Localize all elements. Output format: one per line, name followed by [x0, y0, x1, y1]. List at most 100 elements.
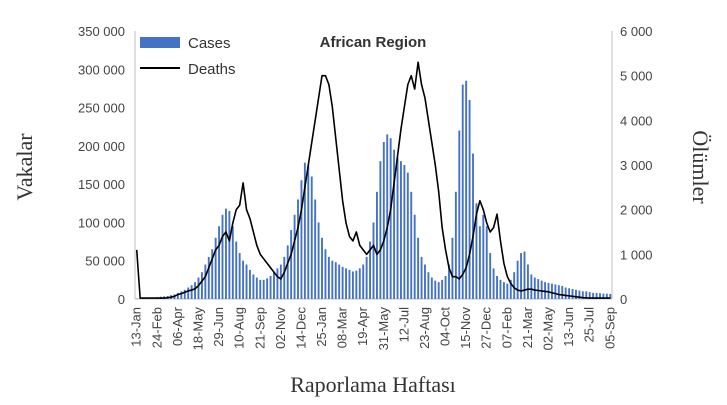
x-tick-label: 18-May — [190, 307, 205, 351]
x-tick-label: 23-Aug — [417, 307, 432, 349]
cases-bar — [187, 288, 189, 299]
x-tick-label: 15-Nov — [458, 307, 473, 349]
cases-bar — [441, 280, 443, 299]
x-tick-label: 13-Jun — [561, 307, 576, 347]
y-right-tick-label: 5 000 — [620, 69, 653, 84]
cases-bar — [194, 282, 196, 299]
cases-bar — [513, 272, 515, 299]
cases-bar — [297, 199, 299, 299]
cases-bar — [390, 138, 392, 299]
x-tick-label: 31-May — [376, 307, 391, 351]
cases-bar — [438, 282, 440, 299]
cases-bar — [451, 238, 453, 299]
cases-bar — [434, 281, 436, 299]
cases-bar — [534, 278, 536, 299]
cases-bar — [400, 161, 402, 299]
x-tick-label: 24-Feb — [149, 307, 164, 348]
cases-bar — [558, 285, 560, 299]
y-axis-right-title: Ölümler — [688, 130, 713, 204]
y-left-tick-label: 150 000 — [78, 177, 125, 192]
cases-bar — [218, 226, 220, 299]
cases-bar — [335, 262, 337, 299]
y-left-tick-label: 50 000 — [85, 254, 125, 269]
cases-bar — [414, 215, 416, 299]
chart-title: African Region — [320, 34, 427, 51]
x-tick-label: 21-Mar — [520, 306, 535, 348]
cases-bar — [458, 131, 460, 299]
cases-bar — [191, 285, 193, 299]
cases-bar — [506, 284, 508, 299]
cases-bar — [572, 289, 574, 299]
x-tick-label: 08-Mar — [335, 306, 350, 348]
cases-bar — [520, 253, 522, 299]
x-tick-label: 25-Jan — [314, 307, 329, 347]
x-tick-label: 06-Apr — [170, 306, 185, 346]
cases-bar — [270, 276, 272, 299]
x-tick-label: 12-Jul — [396, 307, 411, 343]
cases-bar — [331, 261, 333, 299]
cases-bar — [204, 265, 206, 299]
cases-bar — [403, 165, 405, 299]
cases-bar — [524, 252, 526, 299]
cases-bar — [307, 165, 309, 299]
legend-cases-swatch — [140, 37, 180, 48]
cases-bar — [376, 192, 378, 299]
cases-bar — [287, 245, 289, 299]
cases-bar — [537, 279, 539, 299]
cases-bar — [345, 268, 347, 299]
cases-bar — [280, 265, 282, 299]
cases-bar — [383, 142, 385, 299]
cases-bar — [256, 278, 258, 299]
y-left-tick-label: 300 000 — [78, 62, 125, 77]
cases-bar — [479, 226, 481, 299]
cases-bar — [489, 253, 491, 299]
cases-bar — [379, 161, 381, 299]
x-tick-label: 27-Dec — [479, 307, 494, 349]
cases-bar — [222, 215, 224, 299]
y-left-tick-label: 200 000 — [78, 139, 125, 154]
cases-bar — [321, 238, 323, 299]
cases-bar — [266, 278, 268, 299]
cases-bar — [249, 270, 251, 299]
legend: Cases Deaths — [140, 35, 236, 78]
x-tick-label: 02-Nov — [273, 307, 288, 349]
cases-bar — [472, 154, 474, 299]
cases-bar — [565, 288, 567, 299]
cases-bar — [482, 215, 484, 299]
x-tick-label: 05-Sep — [602, 307, 617, 349]
x-tick-label: 14-Dec — [293, 307, 308, 349]
cases-bar — [239, 253, 241, 299]
cases-bar — [246, 265, 248, 299]
cases-bar — [431, 278, 433, 299]
cases-bar — [366, 257, 368, 299]
cases-bar — [568, 288, 570, 299]
cases-bar — [352, 271, 354, 299]
cases-bar — [328, 257, 330, 299]
cases-bar — [397, 157, 399, 299]
cases-bar — [225, 209, 227, 299]
cases-bar — [517, 261, 519, 299]
cases-bar — [500, 280, 502, 299]
cases-bar — [493, 268, 495, 299]
cases-bar — [283, 257, 285, 299]
y-right-tick-label: 3 000 — [620, 158, 653, 173]
cases-bar — [362, 265, 364, 299]
y-right-tick-label: 1 000 — [620, 247, 653, 262]
cases-bar — [503, 282, 505, 299]
cases-bar — [427, 272, 429, 299]
cases-bar — [359, 268, 361, 299]
cases-bar — [208, 257, 210, 299]
cases-bar — [386, 134, 388, 299]
cases-bar — [242, 261, 244, 299]
cases-bar — [342, 267, 344, 299]
x-tick-label: 25-Jul — [582, 307, 597, 343]
cases-bar — [455, 192, 457, 299]
x-tick-label: 13-Jan — [129, 307, 144, 347]
x-tick-label: 02-May — [541, 307, 556, 351]
cases-bar — [259, 280, 261, 299]
cases-bar — [445, 276, 447, 299]
cases-bar — [421, 257, 423, 299]
cases-bar — [273, 272, 275, 299]
